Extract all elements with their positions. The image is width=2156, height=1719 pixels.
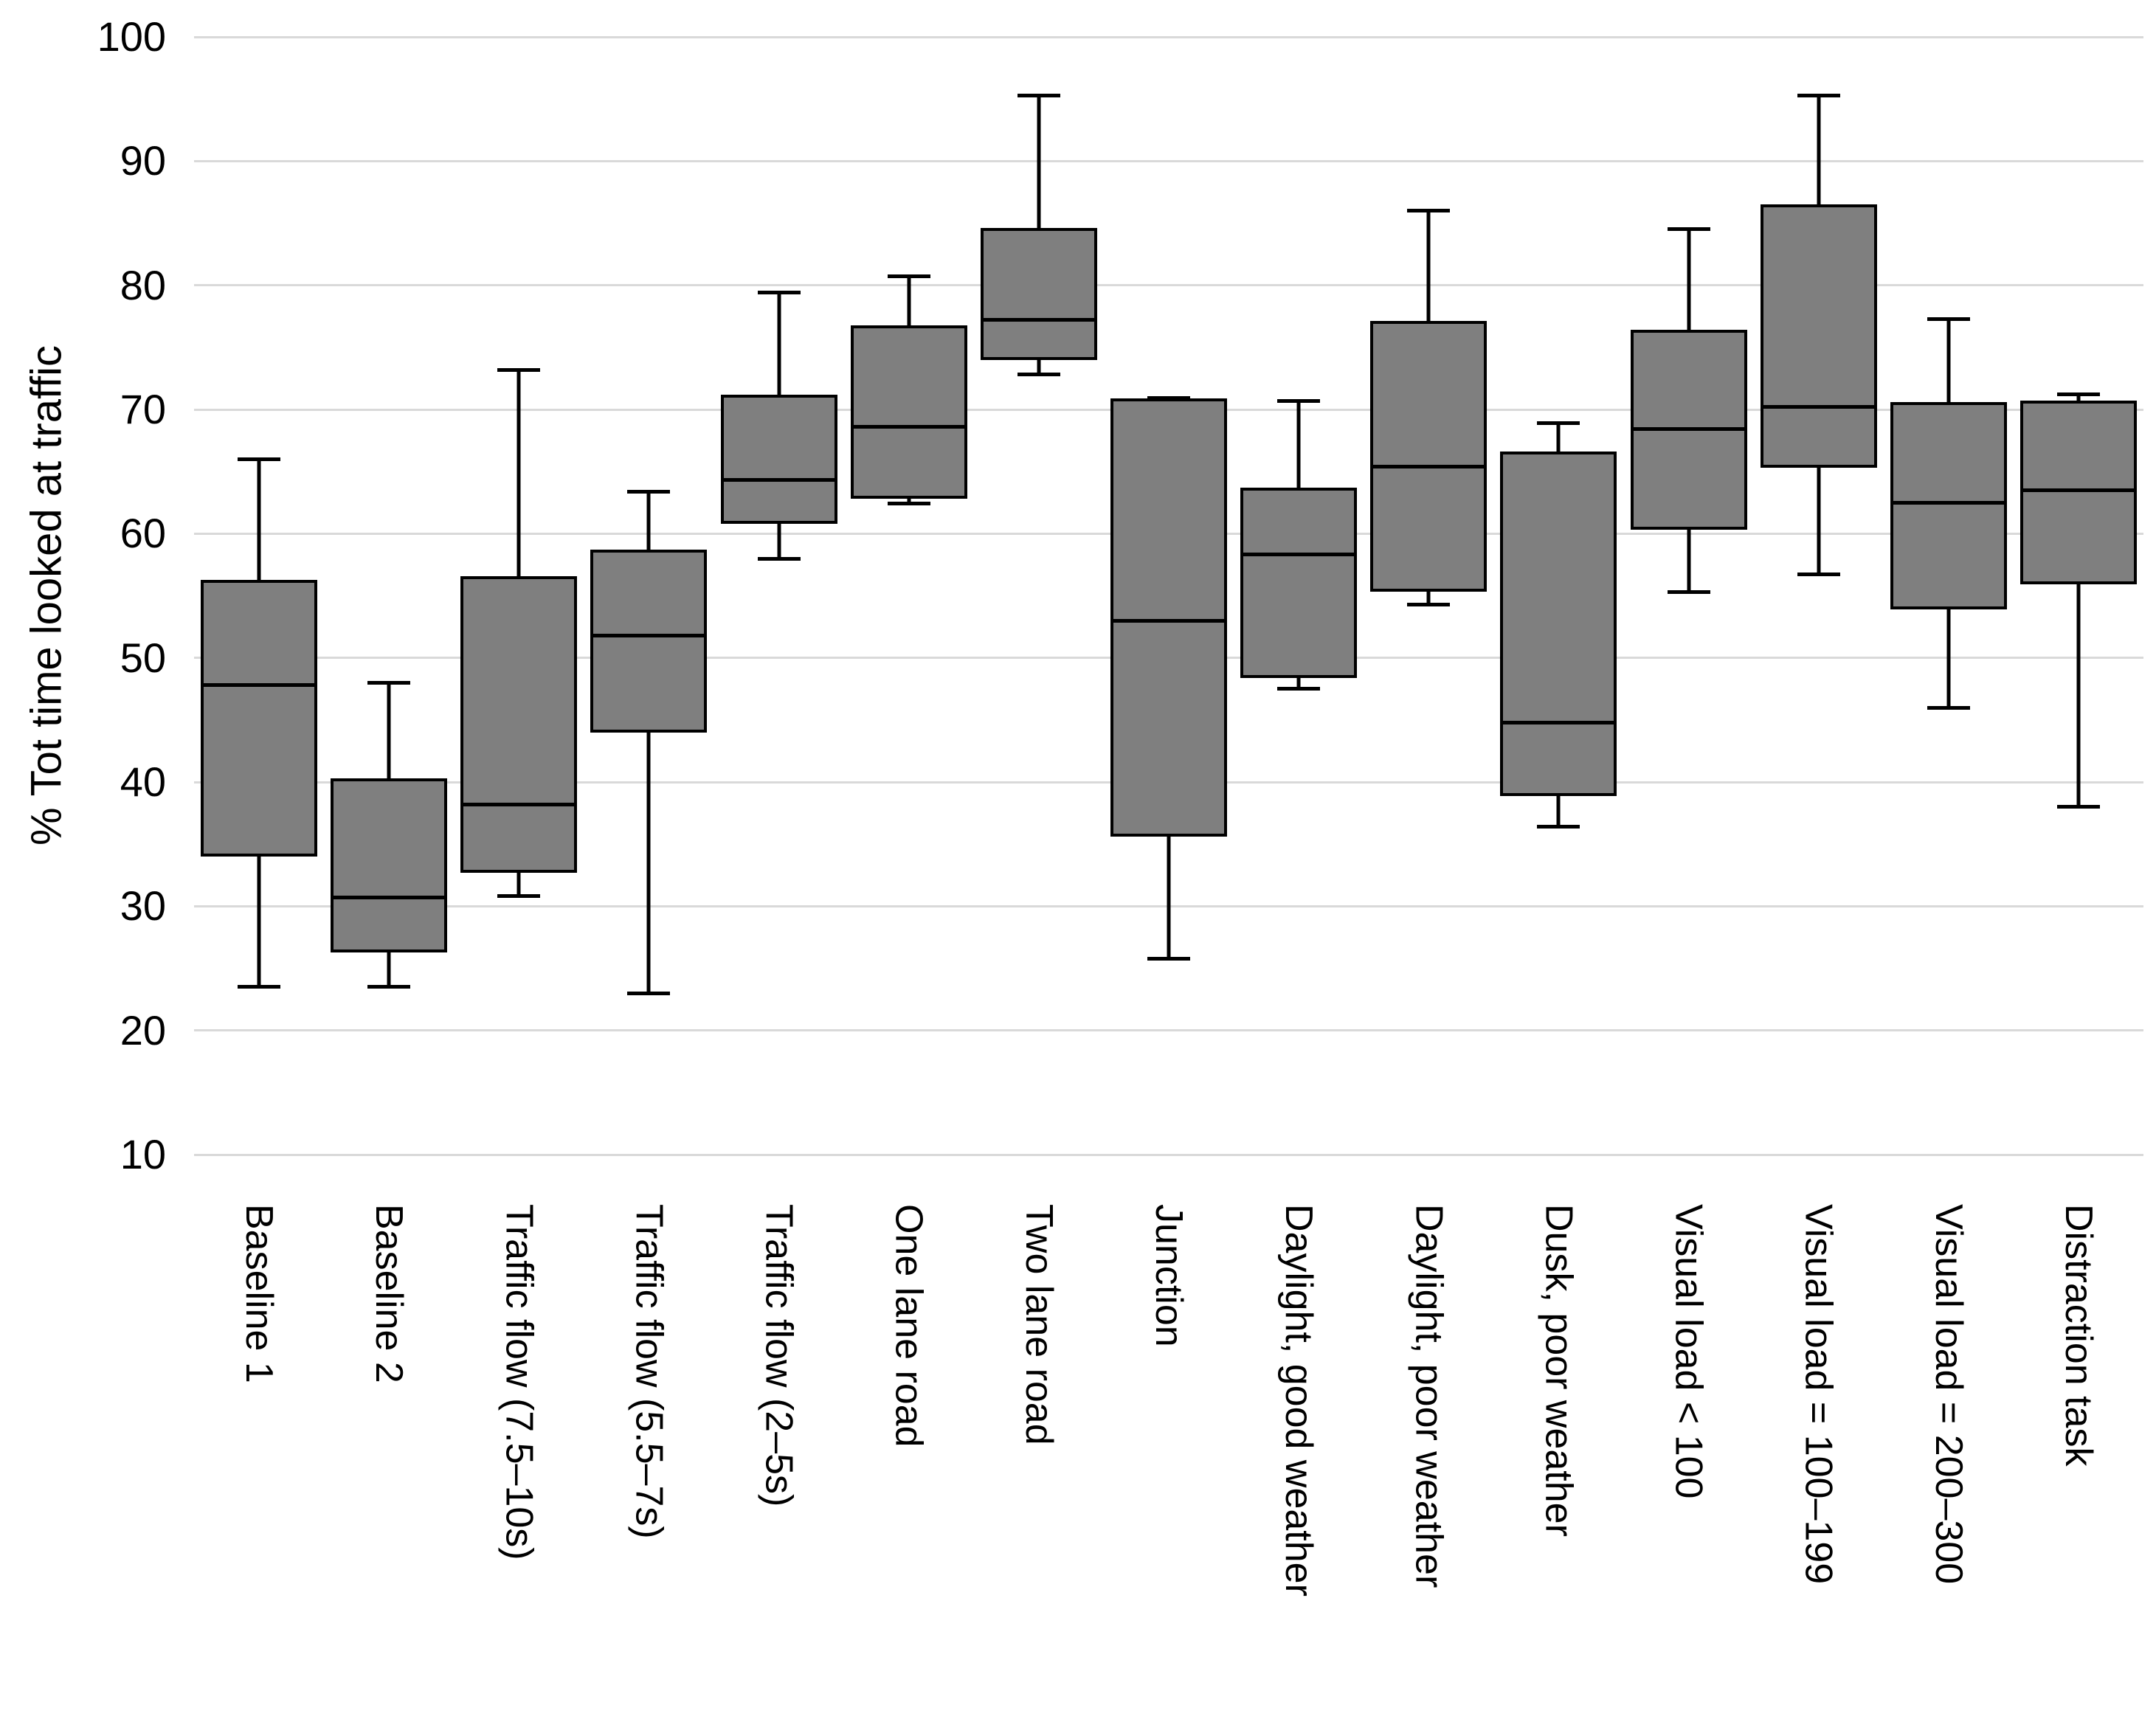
median-line [1500, 720, 1617, 724]
whisker-cap-top [1667, 227, 1710, 232]
box-rect [1110, 398, 1227, 837]
y-tick-label-60: 60 [120, 510, 166, 557]
whisker-cap-bottom [1407, 602, 1451, 606]
box-rect [720, 394, 837, 524]
x-axis-label: Two lane road [1017, 1204, 1060, 1445]
box-rect [460, 575, 578, 873]
median-line [1240, 553, 1358, 557]
whisker-cap-top [367, 680, 411, 685]
gridline-100 [194, 35, 2143, 38]
whisker-cap-top [627, 489, 671, 494]
x-axis-label: Visual load = 100–199 [1797, 1204, 1840, 1585]
y-tick-label-20: 20 [120, 1006, 166, 1054]
whisker-cap-bottom [1667, 589, 1710, 594]
y-tick-label-80: 80 [120, 261, 166, 308]
median-line [720, 478, 837, 483]
x-axis-label: Visual load = 200–300 [1927, 1204, 1970, 1585]
box-rect [1240, 488, 1358, 678]
box-rect [1890, 401, 2007, 609]
whisker-cap-top [1407, 209, 1451, 213]
x-axis-label: Traffic flow (7.5–10s) [497, 1204, 541, 1560]
whisker-line [646, 491, 651, 994]
x-axis-label: Distraction task [2056, 1204, 2100, 1467]
whisker-cap-bottom [887, 502, 930, 506]
median-line [201, 683, 318, 688]
box-rect [590, 550, 708, 733]
x-axis-label: Traffic flow (5.5–7s) [627, 1204, 671, 1539]
whisker-cap-bottom [1797, 573, 1840, 577]
gridline-10 [194, 1153, 2143, 1156]
whisker-cap-top [1797, 93, 1840, 97]
whisker-cap-top [497, 367, 541, 372]
whisker-cap-top [1927, 317, 1970, 321]
whisker-cap-bottom [1277, 687, 1321, 691]
whisker-cap-top [238, 457, 281, 461]
whisker-cap-bottom [367, 985, 411, 989]
whisker-cap-top [2056, 392, 2100, 397]
box-rect [980, 228, 1097, 360]
whisker-cap-top [1537, 421, 1580, 426]
median-line [980, 318, 1097, 322]
median-line [590, 633, 708, 637]
y-tick-label-70: 70 [120, 386, 166, 432]
median-line [460, 802, 578, 806]
gridline-90 [194, 159, 2143, 162]
whisker-line [2076, 394, 2081, 807]
gridline-80 [194, 284, 2143, 287]
x-axis-label: Baseline 1 [238, 1204, 281, 1383]
x-axis-label: Traffic flow (2–5s) [757, 1204, 801, 1507]
median-line [1370, 464, 1488, 468]
gridline-20 [194, 1029, 2143, 1032]
median-line [331, 896, 448, 900]
y-tick-label-40: 40 [120, 758, 166, 805]
x-axis-label: Junction [1147, 1204, 1190, 1347]
y-tick-label-100: 100 [97, 13, 166, 60]
y-tick-label-90: 90 [120, 137, 166, 184]
whisker-cap-bottom [757, 556, 801, 561]
whisker-cap-bottom [1927, 705, 1970, 710]
whisker-cap-top [1017, 93, 1060, 97]
box-rect [201, 579, 318, 857]
whisker-cap-bottom [497, 894, 541, 899]
box-rect [1370, 321, 1488, 592]
median-line [1630, 427, 1747, 432]
y-tick-label-50: 50 [120, 634, 166, 681]
box-rect [331, 778, 448, 952]
y-tick-label-30: 30 [120, 882, 166, 930]
median-line [2019, 488, 2137, 492]
plot-area [194, 35, 2143, 1156]
box-rect [1500, 452, 1617, 796]
x-axis-label: Dusk, poor weather [1537, 1204, 1580, 1537]
y-tick-label-10: 10 [120, 1131, 166, 1177]
median-line [850, 425, 967, 429]
whisker-cap-top [757, 291, 801, 295]
whisker-cap-bottom [1147, 956, 1190, 961]
median-line [1760, 405, 1877, 409]
whisker-cap-bottom [238, 985, 281, 989]
x-axis-label: Baseline 2 [367, 1204, 411, 1383]
x-axis-label: One lane road [887, 1204, 930, 1448]
box-rect [1760, 204, 1877, 468]
x-axis-label: Visual load < 100 [1667, 1204, 1710, 1499]
whisker-cap-top [887, 274, 930, 279]
box-rect [850, 325, 967, 499]
x-axis-label: Daylight, poor weather [1407, 1204, 1451, 1588]
whisker-cap-bottom [2056, 805, 2100, 809]
median-line [1110, 618, 1227, 623]
whisker-cap-bottom [627, 991, 671, 995]
whisker-cap-bottom [1537, 825, 1580, 829]
box-rect [2019, 401, 2137, 585]
whisker-cap-top [1277, 398, 1321, 403]
whisker-cap-bottom [1017, 373, 1060, 377]
median-line [1890, 500, 2007, 505]
x-axis-label: Daylight, good weather [1277, 1204, 1321, 1597]
